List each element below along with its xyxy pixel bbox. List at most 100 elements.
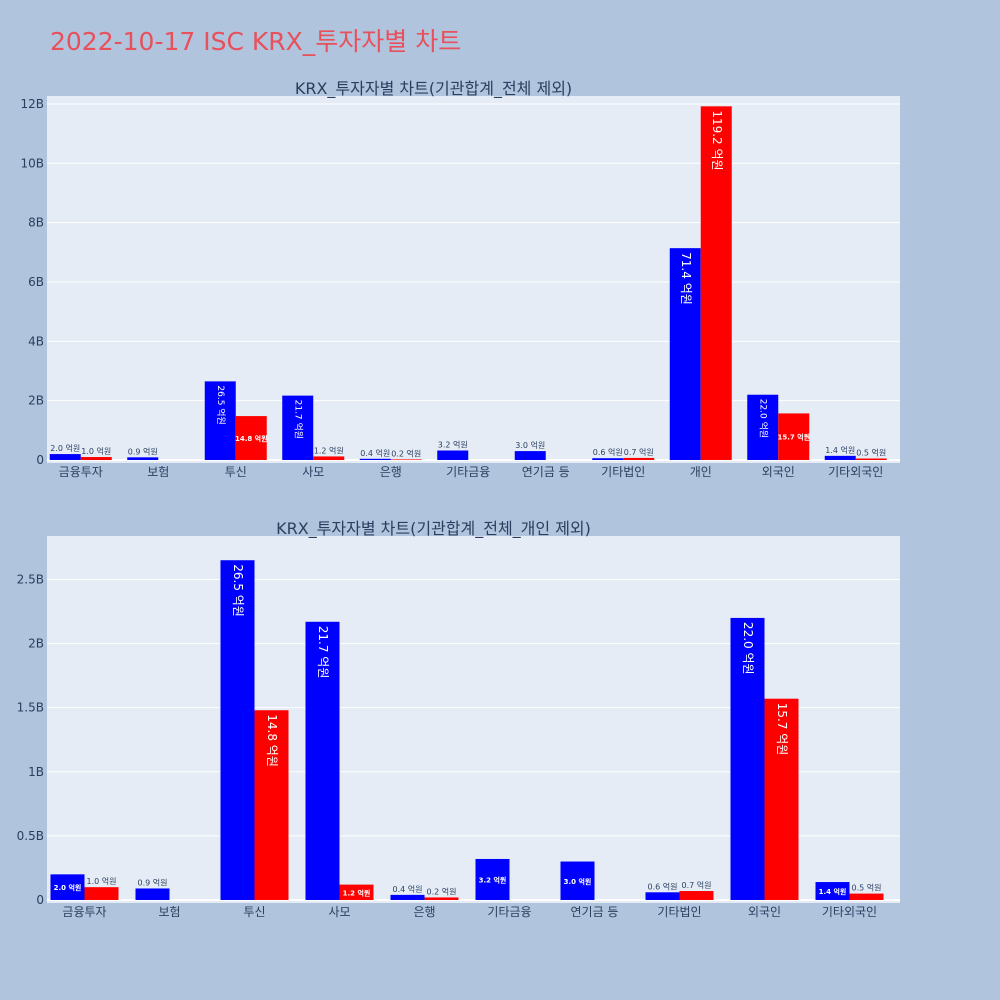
bar-blue-cat-0[interactable] xyxy=(50,874,85,900)
y-tick-label: 0 xyxy=(36,453,44,467)
y-tick-label: 12B xyxy=(20,97,44,111)
chart-investor-excl-individual: 0 0.5B 1B 1.5B 2B 2.5B KRX_투자자별 차트(기관합계_전체_개인 … xyxy=(17,519,900,919)
y-tick-label: 1.5B xyxy=(17,701,44,715)
bar-value-label: 2.0 억원 xyxy=(54,883,82,892)
bar-value-label: 0.9 억원 xyxy=(138,877,168,887)
bar-value-label: 1.2 억원 xyxy=(343,888,371,897)
bar-red-cat-7[interactable] xyxy=(679,891,714,900)
bar-value-label: 0.7 억원 xyxy=(624,447,654,457)
bar-blue-cat-1[interactable] xyxy=(127,457,159,460)
bar-red-cat-2[interactable] xyxy=(254,710,289,900)
x-tick-label: 사모 xyxy=(302,465,324,479)
bar-value-label: 1.4 억원 xyxy=(825,445,855,455)
y-tick-label: 0.5B xyxy=(17,829,44,843)
y-tick-label: 8B xyxy=(28,216,44,230)
bar-value-label: 0.6 억원 xyxy=(648,881,678,891)
bar-blue-cat-0[interactable] xyxy=(49,454,81,460)
bar-value-label: 1.0 억원 xyxy=(81,446,111,456)
x-tick-label: 기타외국인 xyxy=(822,905,877,919)
bar-red-cat-4[interactable] xyxy=(424,897,459,900)
x-tick-label: 투신 xyxy=(243,905,265,919)
bar-blue-cat-5[interactable] xyxy=(475,858,510,900)
chart-title: KRX_투자자별 차트(기관합계_전체 제외) xyxy=(295,79,572,99)
bar-value-label: 3.2 억원 xyxy=(438,440,468,450)
bar-value-label: 0.2 억원 xyxy=(427,886,457,896)
page-title: 2022-10-17 ISC KRX_투자자별 차트 xyxy=(50,27,462,56)
x-tick-label: 기타외국인 xyxy=(828,465,883,479)
bar-red-cat-9[interactable] xyxy=(849,893,884,900)
x-tick-label: 보험 xyxy=(158,905,180,919)
x-tick-label: 은행 xyxy=(413,904,435,919)
bar-value-label: 0.5 억원 xyxy=(856,448,886,458)
x-tick-label: 은행 xyxy=(380,464,402,479)
y-tick-label: 2B xyxy=(28,637,44,651)
bar-value-label: 21.7 억원 xyxy=(316,626,330,679)
chart-investor-total: 0 2B 4B 6B 8B 10B 12B KRX_투자자별 차트(기관합계_전체 제외) 금융… xyxy=(20,79,900,479)
bar-red-cat-10[interactable] xyxy=(855,458,887,460)
y-tick-label: 2.5B xyxy=(17,572,44,586)
bar-value-label: 71.4 억원 xyxy=(679,252,693,305)
bar-blue-cat-7[interactable] xyxy=(645,892,680,900)
bar-value-label: 26.5 억원 xyxy=(231,564,245,617)
bar-value-label: 15.7 억원 xyxy=(775,703,789,756)
bar-red-cat-8[interactable] xyxy=(700,106,732,461)
bar-blue-cat-2[interactable] xyxy=(204,381,236,460)
bar-value-label: 0.4 억원 xyxy=(360,448,390,458)
bar-value-label: 1.0 억원 xyxy=(87,876,117,886)
bar-red-cat-3[interactable] xyxy=(313,456,345,460)
bar-blue-cat-8[interactable] xyxy=(730,617,765,900)
bar-value-label: 2.0 억원 xyxy=(50,443,80,453)
bar-value-label: 0.2 억원 xyxy=(391,448,421,458)
bar-red-cat-3[interactable] xyxy=(339,884,374,900)
bar-value-label: 22.0 억원 xyxy=(741,622,755,675)
y-tick-label: 4B xyxy=(28,334,44,348)
x-tick-label: 금융투자 xyxy=(62,905,106,919)
bar-blue-cat-6[interactable] xyxy=(514,451,546,460)
bar-red-cat-0[interactable] xyxy=(80,457,112,460)
bar-value-label: 1.4 억원 xyxy=(819,887,847,896)
bar-blue-cat-7[interactable] xyxy=(592,458,624,460)
bar-value-label: 0.9 억원 xyxy=(128,446,158,456)
bar-red-cat-4[interactable] xyxy=(390,459,422,460)
chart-title: KRX_투자자별 차트(기관합계_전체_개인 제외) xyxy=(276,519,591,539)
bar-blue-cat-3[interactable] xyxy=(282,395,314,460)
x-tick-label: 금융투자 xyxy=(59,465,103,479)
bar-blue-cat-1[interactable] xyxy=(135,888,170,900)
bar-value-label: 0.6 억원 xyxy=(593,447,623,457)
bar-red-cat-9[interactable] xyxy=(778,413,810,460)
x-tick-label: 기타법인 xyxy=(657,905,701,919)
bar-value-label: 22.0 억원 xyxy=(757,399,769,438)
y-tick-label: 10B xyxy=(20,156,44,170)
x-tick-label: 외국인 xyxy=(748,905,781,919)
bar-value-label: 26.5 억원 xyxy=(215,385,227,424)
bar-value-label: 14.8 억원 xyxy=(235,434,268,443)
bar-blue-cat-3[interactable] xyxy=(305,621,340,900)
bar-blue-cat-9[interactable] xyxy=(747,394,779,460)
bar-blue-cat-2[interactable] xyxy=(220,560,255,900)
y-tick-label: 1B xyxy=(28,765,44,779)
bar-blue-cat-5[interactable] xyxy=(437,450,469,460)
x-tick-label: 기타금융 xyxy=(446,465,490,479)
bar-value-label: 14.8 억원 xyxy=(265,714,279,767)
bar-blue-cat-4[interactable] xyxy=(359,458,391,460)
bar-value-label: 0.4 억원 xyxy=(393,884,423,894)
bar-blue-cat-8[interactable] xyxy=(669,248,701,460)
x-tick-label: 개인 xyxy=(690,465,712,479)
bar-red-cat-7[interactable] xyxy=(623,457,655,460)
bar-blue-cat-9[interactable] xyxy=(815,882,850,900)
bar-blue-cat-4[interactable] xyxy=(390,894,425,900)
bar-red-cat-0[interactable] xyxy=(84,887,119,900)
bar-blue-cat-10[interactable] xyxy=(824,455,856,460)
x-tick-label: 연기금 등 xyxy=(522,465,570,479)
bar-red-cat-2[interactable] xyxy=(235,416,267,460)
bar-value-label: 0.5 억원 xyxy=(852,883,882,893)
x-tick-label: 기타법인 xyxy=(601,465,645,479)
bar-red-cat-8[interactable] xyxy=(764,698,799,900)
bar-value-label: 15.7 억원 xyxy=(777,433,810,442)
bar-blue-cat-6[interactable] xyxy=(560,861,595,900)
bar-value-label: 0.7 억원 xyxy=(682,880,712,890)
y-tick-label: 0 xyxy=(36,893,44,907)
x-tick-label: 기타금융 xyxy=(487,905,531,919)
bar-value-label: 21.7 억원 xyxy=(292,400,304,439)
